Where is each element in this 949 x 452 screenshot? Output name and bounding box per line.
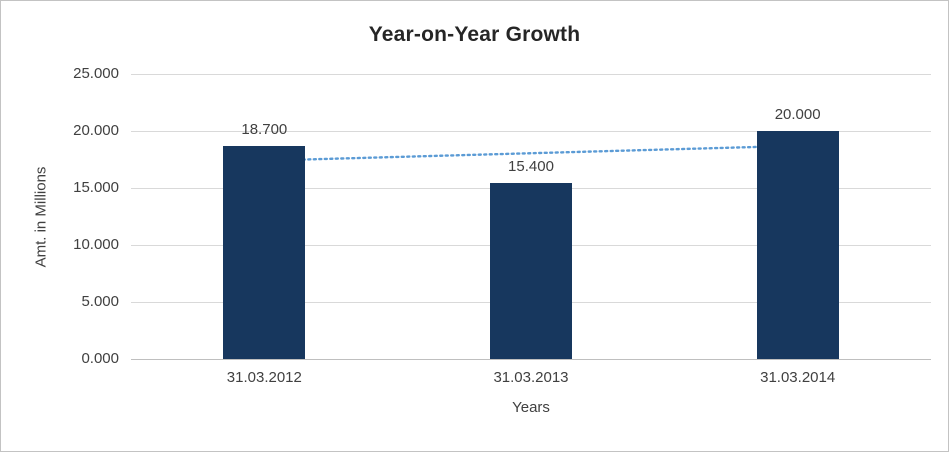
bar xyxy=(756,131,839,359)
chart-title: Year-on-Year Growth xyxy=(368,23,581,46)
bar-value-label: 18.700 xyxy=(241,120,288,138)
bar xyxy=(490,183,572,359)
y-axis-tick-label: 20.000 xyxy=(73,122,119,139)
bar-value-label: 15.400 xyxy=(508,158,554,176)
y-axis-title: Amt. in Millions xyxy=(32,166,50,268)
x-axis-tick-labels: 31.03.2012 31.03.2013 31.03.2014 xyxy=(1,369,948,389)
bar-value-label: 20.000 xyxy=(774,106,821,123)
x-axis-tick-label: 31.03.2014 xyxy=(760,369,836,386)
plot-area: 18.700 15.400 20.000 xyxy=(131,73,931,360)
y-axis-tick-label: 25.000 xyxy=(73,65,119,82)
gridline xyxy=(131,130,931,132)
gridline xyxy=(131,73,931,75)
y-axis-tick-label: 5.000 xyxy=(81,293,119,310)
y-axis-tick-label: 15.000 xyxy=(73,179,119,196)
x-axis-tick-label: 31.03.2012 xyxy=(226,369,302,386)
x-axis-tick-label: 31.03.2013 xyxy=(493,369,569,386)
y-axis-tick-label: 0.000 xyxy=(81,350,119,367)
gridline xyxy=(131,358,931,360)
y-axis-tick-label: 10.000 xyxy=(73,236,119,253)
x-axis-title: Years xyxy=(512,399,550,416)
bar xyxy=(223,145,306,359)
trendline xyxy=(263,144,799,162)
